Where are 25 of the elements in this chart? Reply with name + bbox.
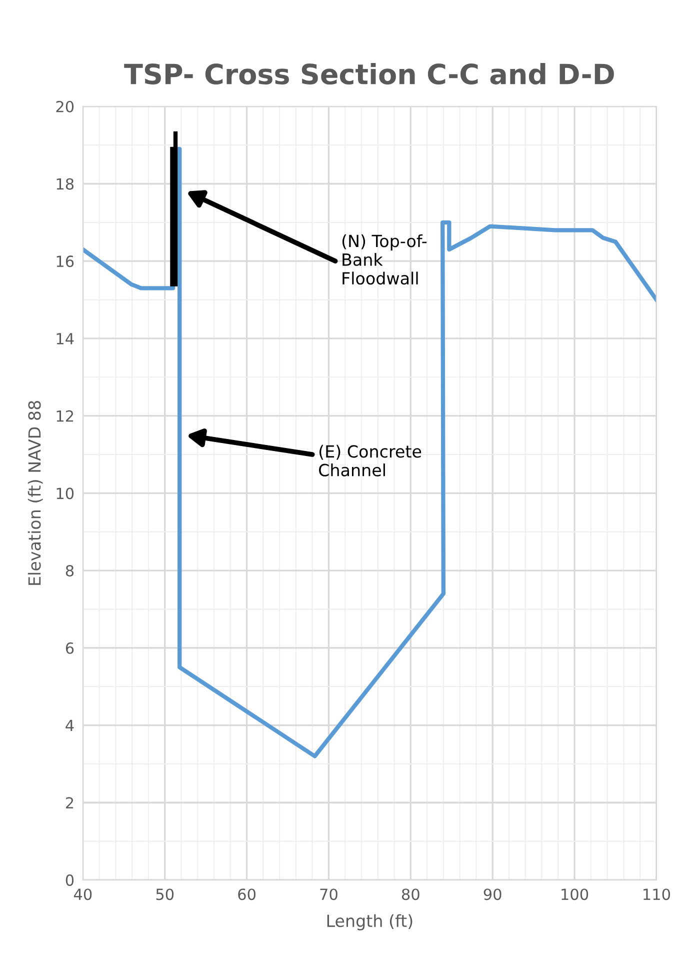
line-series bbox=[82, 146, 656, 758]
y-tick-label: 8 bbox=[66, 564, 74, 577]
y-tick-label: 18 bbox=[56, 178, 74, 190]
y-tick-label: 14 bbox=[56, 333, 74, 344]
x-tick-label: 90 bbox=[484, 888, 502, 900]
y-tick-label: 4 bbox=[66, 720, 74, 732]
annotation: (N) Top-of- Bank Floodwall bbox=[342, 234, 427, 285]
x-tick-label: 60 bbox=[238, 888, 256, 900]
y-tick-label: 6 bbox=[66, 642, 74, 654]
y-tick-label: 10 bbox=[56, 488, 74, 500]
x-axis-title: Length (ft) bbox=[327, 914, 412, 930]
x-tick-label: 50 bbox=[156, 888, 174, 900]
x-tick-label: 70 bbox=[320, 888, 338, 900]
x-tick-label: 110 bbox=[644, 888, 670, 900]
x-tick-label: 100 bbox=[562, 888, 588, 900]
x-tick-label: 40 bbox=[74, 888, 92, 900]
y-tick-label: 20 bbox=[56, 100, 74, 112]
annotation: (E) Concrete Channel bbox=[319, 444, 422, 476]
x-tick-label: 80 bbox=[402, 888, 420, 900]
y-tick-label: 0 bbox=[66, 874, 74, 886]
y-axis-title: Elevation (ft) NAVD 88 bbox=[28, 400, 43, 585]
y-tick-label: 12 bbox=[56, 410, 74, 422]
y-tick-label: 2 bbox=[66, 797, 74, 808]
y-tick-label: 16 bbox=[56, 256, 74, 268]
chart-title: TSP- Cross Section C-C and D-D bbox=[124, 63, 614, 85]
